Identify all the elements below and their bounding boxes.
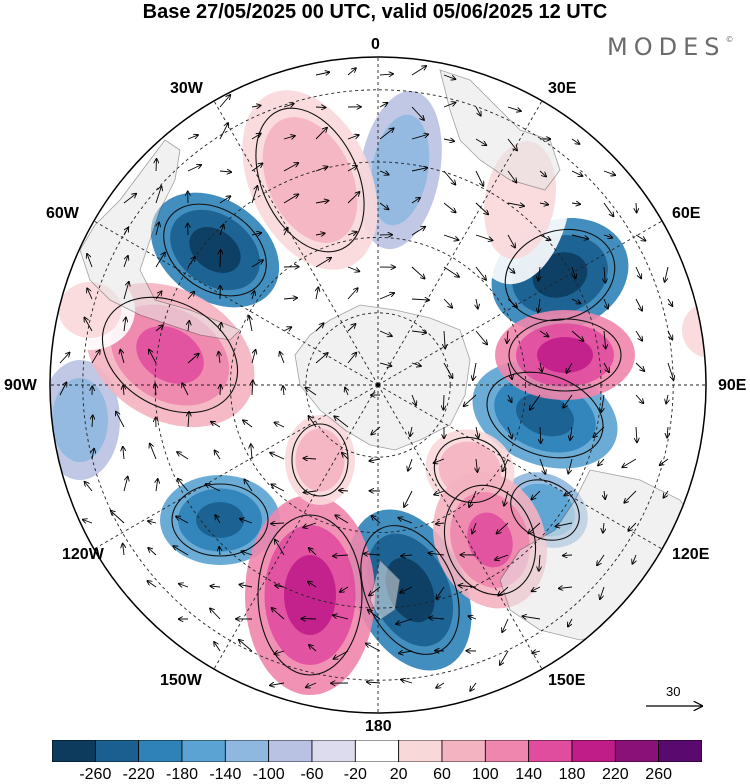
positive-anomaly bbox=[296, 429, 345, 492]
colorbar-swatch bbox=[399, 740, 442, 762]
longitude-label-120w: 120W bbox=[62, 546, 104, 564]
longitude-label-60w: 60W bbox=[46, 205, 79, 223]
wind-arrow bbox=[220, 250, 221, 267]
colorbar-swatch bbox=[615, 740, 658, 762]
longitude-label-150e: 150E bbox=[548, 672, 585, 690]
colorbar-swatch bbox=[529, 740, 572, 762]
wind-arrow bbox=[316, 107, 326, 108]
colorbar-swatch bbox=[355, 740, 398, 762]
positive-anomaly bbox=[284, 555, 336, 635]
wind-arrow bbox=[563, 555, 572, 556]
positive-anomaly bbox=[537, 337, 593, 373]
colorbar-swatch bbox=[659, 740, 702, 762]
colorbar-swatch bbox=[442, 740, 485, 762]
longitude-label-90w: 90W bbox=[4, 377, 37, 395]
colorbar-swatch bbox=[485, 740, 528, 762]
longitude-label-0: 0 bbox=[371, 36, 380, 54]
longitude-label-150w: 150W bbox=[160, 672, 202, 690]
longitude-label-180: 180 bbox=[365, 718, 392, 736]
longitude-label-30e: 30E bbox=[548, 80, 576, 98]
colorbar-swatch bbox=[95, 740, 138, 762]
positive-anomaly bbox=[682, 302, 738, 358]
wind-arrow bbox=[156, 159, 157, 171]
colorbar bbox=[52, 740, 702, 762]
longitude-label-60e: 60E bbox=[672, 205, 700, 223]
longitude-label-30w: 30W bbox=[170, 80, 203, 98]
negative-anomaly bbox=[52, 378, 108, 462]
wind-arrow bbox=[636, 203, 637, 212]
longitude-label-120e: 120E bbox=[672, 546, 709, 564]
colorbar-swatch bbox=[269, 740, 312, 762]
wind-arrow bbox=[443, 395, 444, 410]
colorbar-tick-label: 260 bbox=[634, 766, 684, 784]
colorbar-swatch bbox=[312, 740, 355, 762]
colorbar-swatch bbox=[139, 740, 182, 762]
reference-vector-label: 30 bbox=[666, 684, 680, 699]
colorbar-swatch bbox=[225, 740, 268, 762]
colorbar-swatch bbox=[572, 740, 615, 762]
south-pole-dot bbox=[376, 383, 380, 387]
colorbar-swatch bbox=[52, 740, 95, 762]
negative-anomaly bbox=[196, 502, 244, 538]
longitude-label-90e: 90E bbox=[718, 377, 746, 395]
colorbar-swatch bbox=[182, 740, 225, 762]
